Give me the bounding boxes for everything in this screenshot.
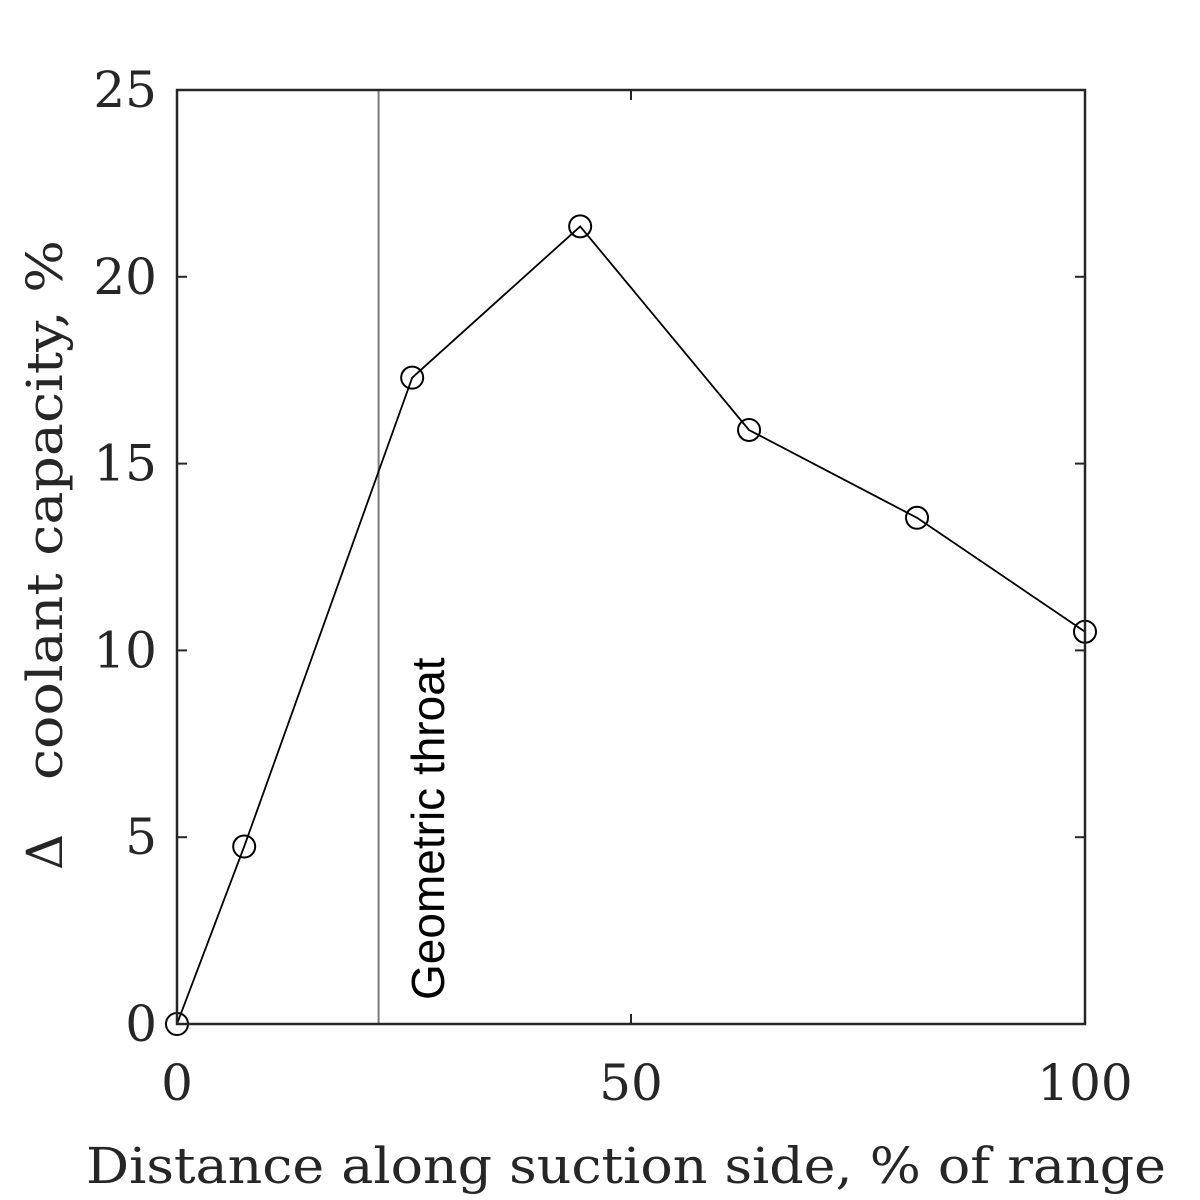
y-tick-label-4: 20 xyxy=(93,248,157,306)
x-tick-label-0: 0 xyxy=(161,1054,193,1112)
data-point-4 xyxy=(737,417,762,442)
y-tick-label-0: 0 xyxy=(125,995,157,1053)
y-tick-label-5: 25 xyxy=(93,61,157,119)
x-tick-label-1: 50 xyxy=(599,1054,663,1112)
y-tick-label-2: 10 xyxy=(93,621,157,679)
y-axis-label-symbol: Δ xyxy=(16,834,74,870)
series-line xyxy=(176,225,1086,1025)
data-point-2 xyxy=(400,365,425,390)
x-axis-label: Distance along suction side, % of range xyxy=(86,1137,1166,1195)
y-tick-label-3: 15 xyxy=(93,435,157,493)
y-axis-label-group: Δ coolant capacity, % xyxy=(16,240,74,870)
x-tick-labels: 0 50 100 xyxy=(161,1054,1133,1112)
data-point-5 xyxy=(905,505,930,530)
y-tick-label-1: 5 xyxy=(125,808,157,866)
plot-frame xyxy=(175,88,1087,1026)
geometric-throat-label: Geometric throat xyxy=(402,657,454,1000)
data-point-1 xyxy=(232,834,257,859)
y-tick-labels: 0 5 10 15 20 25 xyxy=(93,61,157,1053)
x-tick-label-2: 100 xyxy=(1037,1054,1132,1112)
axis-ticks xyxy=(176,89,1086,1025)
y-axis-label: coolant capacity, % xyxy=(16,240,74,780)
data-point-3 xyxy=(568,214,593,239)
series-markers xyxy=(165,214,1097,1036)
